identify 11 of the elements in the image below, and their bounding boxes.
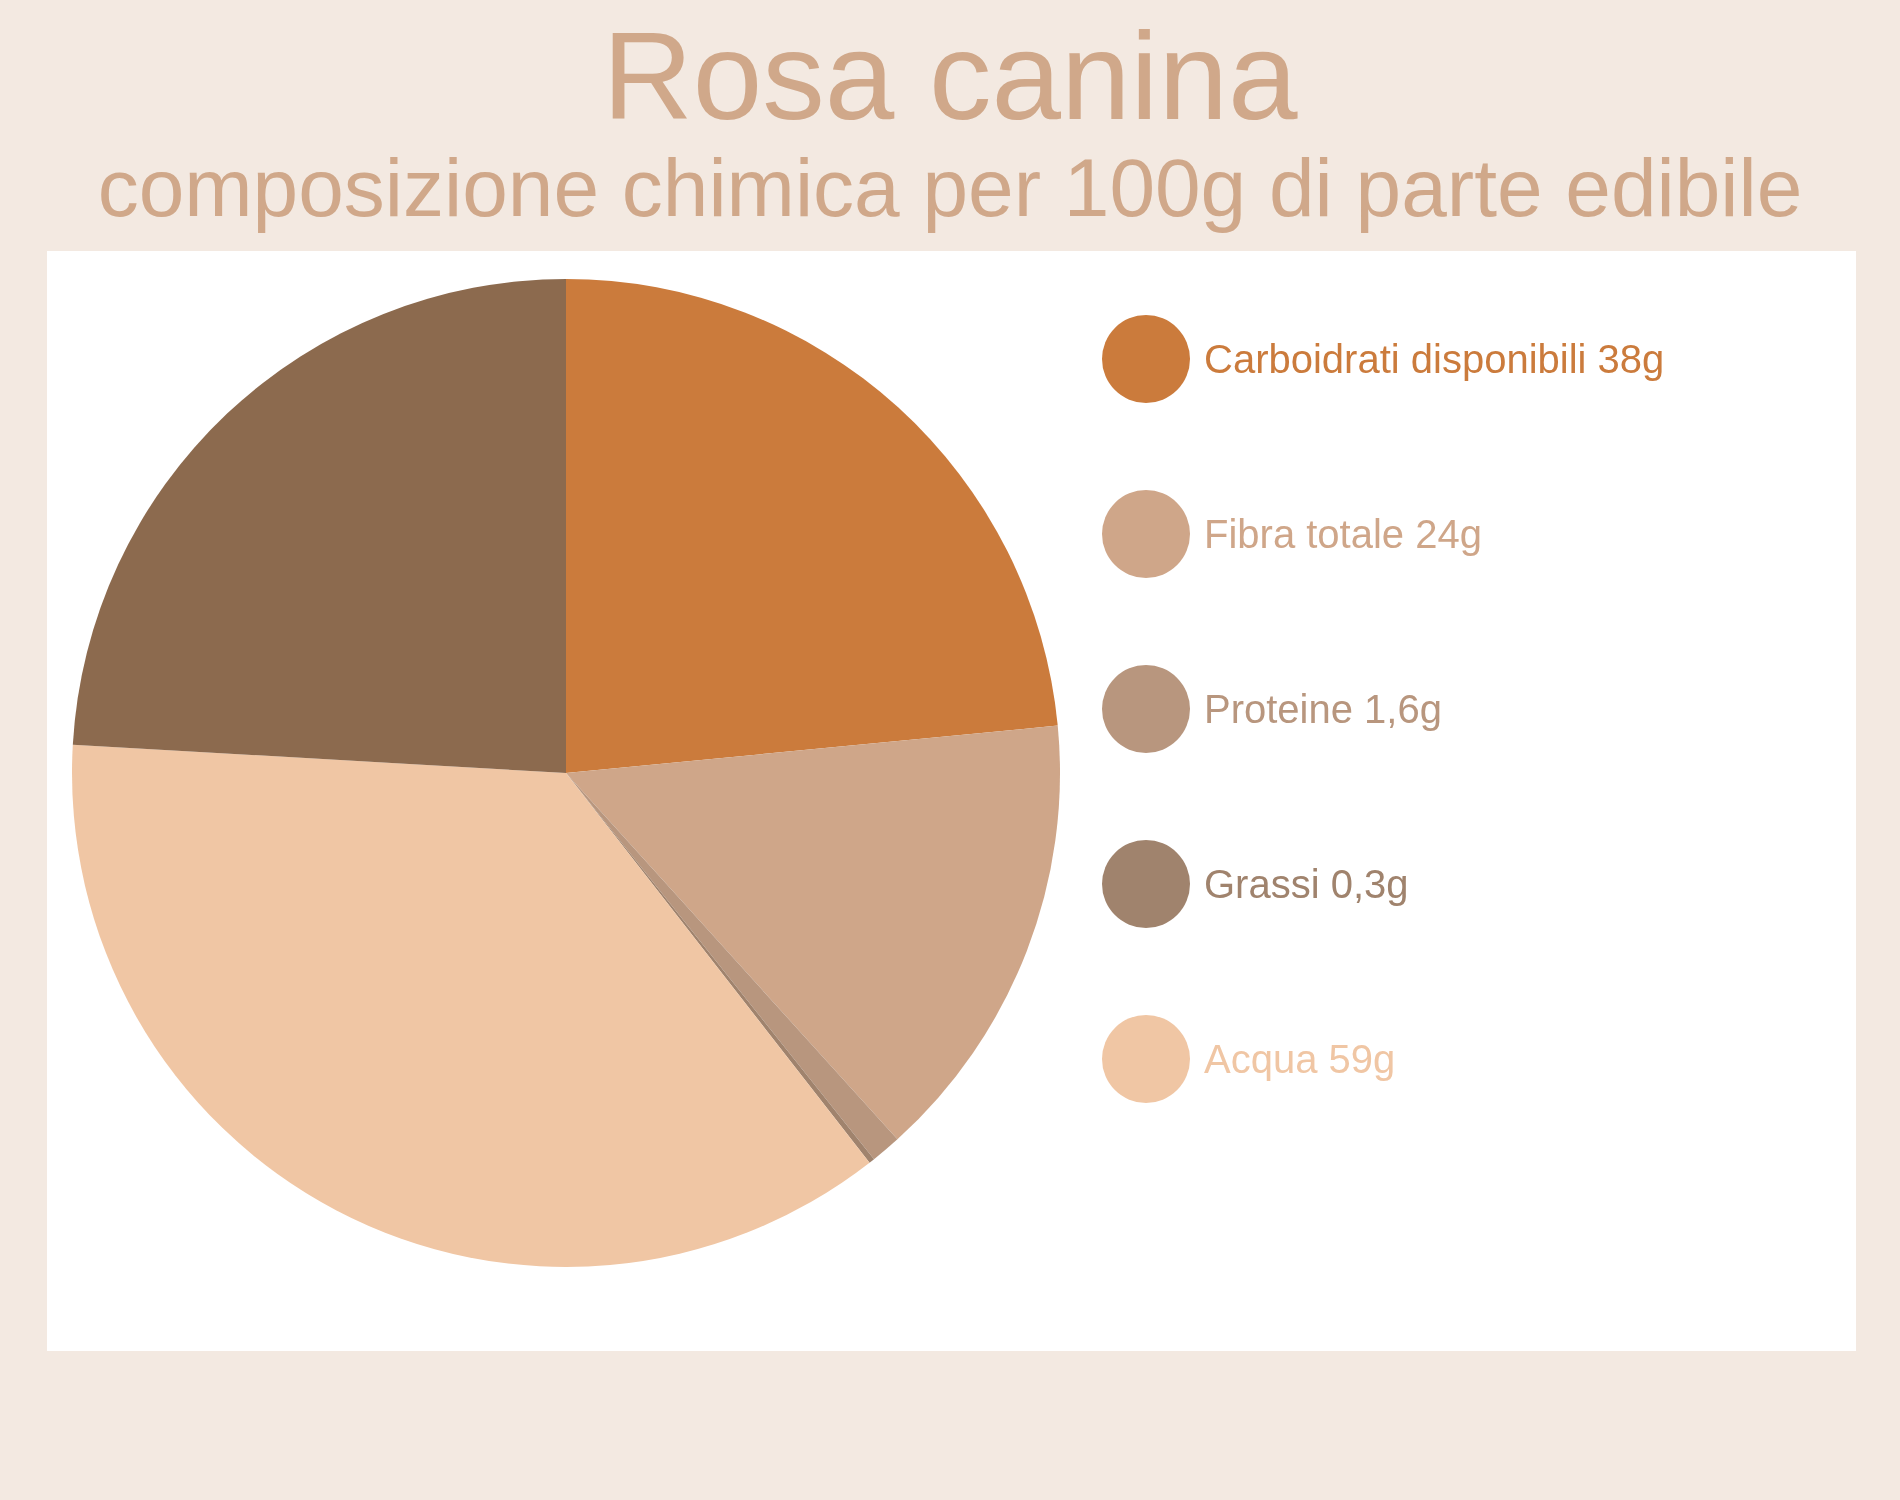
legend-label: Carboidrati disponibili 38g bbox=[1204, 337, 1665, 381]
legend-label: Grassi 0,3g bbox=[1204, 862, 1409, 906]
legend-label: Proteine 1,6g bbox=[1204, 687, 1442, 731]
chart-title: Rosa canina bbox=[602, 6, 1298, 145]
pie-slice bbox=[72, 279, 566, 773]
legend-label: Fibra totale 24g bbox=[1204, 512, 1482, 556]
pie-slice bbox=[72, 744, 870, 1267]
pie-slice bbox=[566, 725, 1060, 1140]
pie-slice bbox=[566, 279, 1058, 773]
legend-label: Acqua 59g bbox=[1204, 1037, 1396, 1081]
chart-subtitle: composizione chimica per 100g di parte edibile bbox=[97, 142, 1803, 233]
